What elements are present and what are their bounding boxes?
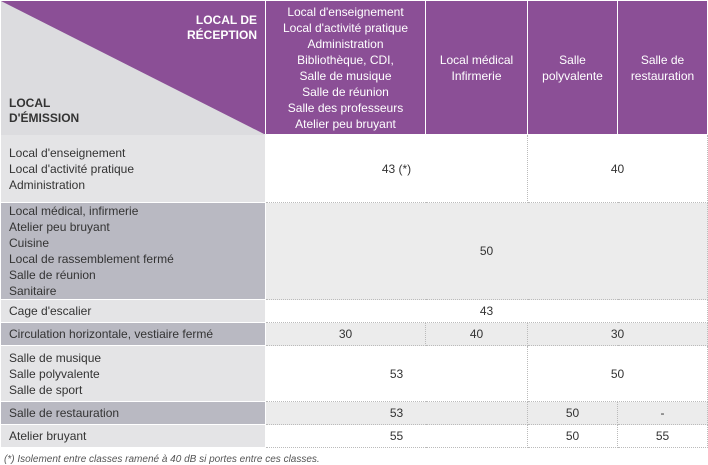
text-line: Circulation horizontale, vestiaire fermé: [9, 327, 214, 341]
text-line: Salle de restauration: [9, 406, 120, 420]
text-line: Salle de musique: [299, 68, 392, 83]
row-label: Local d'enseignement Local d'activité pra…: [0, 134, 266, 203]
table: LOCAL DE RÉCEPTION LOCAL D'ÉMISSION Local …: [0, 0, 708, 448]
row-label: Salle de restauration: [0, 401, 266, 425]
text-line: Salle de réunion: [302, 84, 389, 99]
cell: 43: [265, 299, 708, 323]
text: LOCAL DE: [195, 13, 257, 27]
cell: 30: [265, 322, 426, 346]
header-row: LOCAL DE RÉCEPTION LOCAL D'ÉMISSION Local …: [0, 0, 708, 135]
row: Salle de restauration 53 50-: [0, 401, 708, 425]
text-line: Salle de réunion: [9, 268, 96, 282]
row-label: Salle de musique Salle polyvalente Salle d…: [0, 345, 266, 402]
row: Atelier bruyant 55 50 55: [0, 424, 708, 448]
cell: 30: [527, 322, 708, 346]
text-line: Local d'activité pratique: [282, 20, 409, 35]
footnote: (*) Isolement entre classes ramené à 40 …: [4, 454, 320, 465]
row: Cage d'escalier 43: [0, 299, 708, 323]
text-line: Infirmerie: [451, 68, 502, 83]
text-line: Local d'enseignement: [287, 4, 404, 19]
text-line: Salle des professeurs: [287, 100, 404, 115]
text-line: Local de rassemblement fermé: [9, 252, 174, 266]
column-header: Local médical Infirmerie: [425, 0, 528, 135]
cell: 53: [265, 401, 528, 425]
row: Local médical, infirmerie Atelier peu bru…: [0, 202, 708, 300]
text-line: Salle de musique: [9, 350, 102, 365]
cell: 50: [527, 345, 708, 402]
text: LOCAL: [9, 96, 51, 110]
row: Local d'enseignement Local d'activité pra…: [0, 134, 708, 203]
row-label: Cage d'escalier: [0, 299, 266, 323]
column-header: Salle de restauration: [617, 0, 708, 135]
row-label: Circulation horizontale, vestiaire fermé: [0, 322, 266, 346]
text-line: Local d'activité pratique: [9, 161, 135, 176]
text-line: Salle polyvalente: [9, 366, 100, 381]
row: Circulation horizontale, vestiaire fermé…: [0, 322, 708, 346]
text-line: Salle de sport: [9, 382, 83, 397]
row-label: Atelier bruyant: [0, 424, 266, 448]
row-label: Local médical, infirmerie Atelier peu bru…: [0, 202, 266, 300]
text-line: Local médical, infirmerie: [9, 204, 139, 218]
text-line: Cuisine: [9, 236, 50, 250]
cell: -: [617, 401, 708, 425]
row: Salle de musique Salle polyvalente Salle d…: [0, 345, 708, 402]
text: D'ÉMISSION: [9, 111, 80, 125]
text-line: polyvalente: [542, 68, 603, 83]
text-line: Cage d'escalier: [9, 304, 92, 318]
cell: 50: [527, 401, 618, 425]
text-line: Administration: [9, 177, 86, 192]
column-header: Salle polyvalente: [527, 0, 618, 135]
cell: 40: [425, 322, 528, 346]
text-line: Atelier peu bruyant: [295, 116, 396, 131]
reception-label: LOCAL DE RÉCEPTION: [187, 13, 257, 43]
emission-label: LOCAL D'ÉMISSION: [9, 96, 79, 126]
text-line: Administration: [307, 36, 384, 51]
text: RÉCEPTION: [186, 28, 257, 42]
text-line: Atelier bruyant: [9, 429, 87, 443]
cell: 55: [617, 424, 708, 448]
text-line: Atelier peu bruyant: [9, 220, 110, 234]
text-line: Sanitaire: [9, 284, 57, 298]
cell: 40: [527, 134, 708, 203]
cell: 50: [265, 202, 708, 300]
text-line: Local d'enseignement: [9, 145, 126, 160]
text-line: Salle de: [640, 52, 685, 67]
corner: LOCAL DE RÉCEPTION LOCAL D'ÉMISSION: [0, 0, 266, 135]
cell: 50: [527, 424, 618, 448]
text-line: restauration: [630, 68, 695, 83]
column-header: Local d'enseignement Local d'activité pra…: [265, 0, 426, 135]
cell: 55: [265, 424, 528, 448]
cell: 43 (*): [265, 134, 528, 203]
corner-diagonal: [1, 1, 266, 135]
cell: 53: [265, 345, 528, 402]
text-line: Salle: [559, 52, 586, 67]
text-line: Local médical: [439, 52, 514, 67]
text-line: Bibliothèque, CDI,: [297, 52, 394, 67]
